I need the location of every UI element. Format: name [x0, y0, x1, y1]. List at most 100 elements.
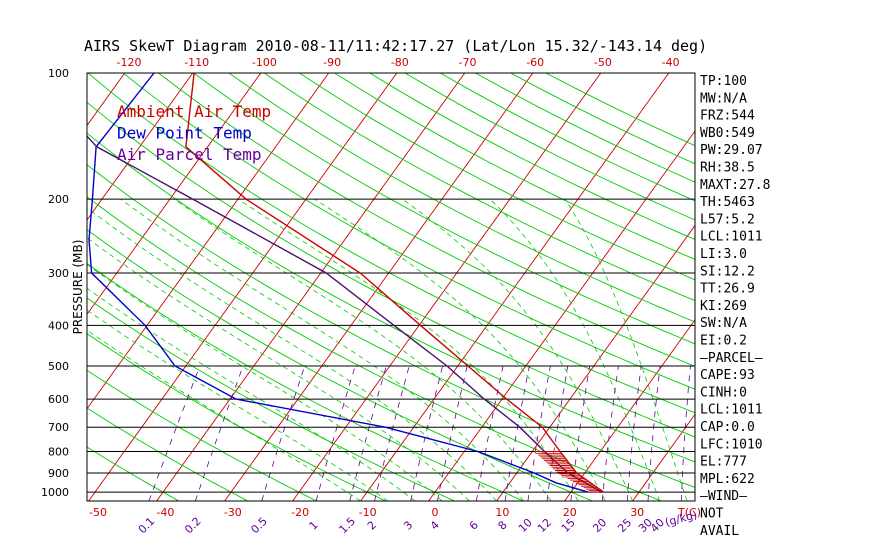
stat-item: —PARCEL— [700, 351, 763, 366]
moist-adiabat-line [402, 198, 633, 501]
moist-adiabat-line [87, 237, 470, 501]
top-temp-tick-label: -60 [526, 56, 544, 69]
dry-adiabat-line [87, 73, 695, 414]
stat-item: EL:777 [700, 455, 747, 470]
isotherm-line [156, 73, 466, 501]
mixing-ratio-line [148, 365, 201, 501]
bottom-temp-tick-label: 20 [563, 506, 577, 519]
bottom-temp-tick-label: -30 [224, 506, 242, 519]
dry-adiabat-line [87, 132, 695, 463]
mixing-ratio-tick-label: 12 [535, 516, 554, 535]
dry-adiabat-line [87, 101, 695, 438]
isotherm-line [0, 73, 57, 501]
top-temp-tick-label: -40 [662, 56, 680, 69]
isotherm-line [632, 413, 695, 501]
mixing-ratio-line [680, 365, 691, 501]
top-temp-tick-label: -50 [594, 56, 612, 69]
moist-adiabat-line [314, 198, 606, 501]
mixing-ratio-tick-label: 2 [365, 518, 379, 532]
dry-adiabat-line [87, 196, 662, 501]
top-temp-tick-label: -120 [117, 56, 142, 69]
mixing-ratio-line [504, 365, 530, 501]
isotherm-line [224, 73, 534, 501]
mixing-ratio-line [476, 365, 504, 501]
mixing-ratio-tick-label: 3 [401, 518, 415, 532]
mixing-ratio-tick-label: 1 [307, 518, 321, 532]
mixing-ratio-tick-label: 0.2 [182, 515, 204, 537]
mixing-ratio-tick-label: 6 [467, 518, 481, 532]
pressure-tick-label: 400 [48, 319, 69, 332]
isotherm-line [88, 73, 398, 501]
isotherm-line [292, 73, 602, 501]
mixing-ratio-tick-label: 8 [496, 518, 510, 532]
mixing-ratio-tick-label: 1.5 [337, 515, 359, 537]
stat-item: FRZ:544 [700, 109, 755, 124]
bottom-temp-tick-label: -40 [156, 506, 174, 519]
pressure-tick-label: 800 [48, 446, 69, 459]
top-temp-tick-label: -70 [459, 56, 477, 69]
bottom-temp-tick-label: 10 [495, 506, 509, 519]
isotherm-line [87, 73, 330, 410]
stat-item: MPL:622 [700, 472, 755, 487]
mixing-ratio-line [261, 365, 306, 501]
legend-entry: Ambient Air Temp [117, 102, 271, 121]
stat-item: LI:3.0 [700, 247, 747, 262]
dry-adiabat-line [87, 262, 524, 501]
mixing-ratio-line [349, 365, 387, 501]
dry-adiabat-line [263, 73, 695, 302]
stat-item: AVAIL [700, 524, 739, 539]
stat-item: LCL:1011 [700, 403, 763, 418]
mixing-ratio-tick-label: 10 [516, 516, 535, 535]
isotherm-line [87, 73, 194, 221]
dry-adiabat-line [439, 73, 695, 202]
profile-lines [87, 73, 605, 493]
moist-adiabat-line [87, 207, 497, 501]
chart-title: AIRS SkewT Diagram 2010-08-11/11:42:17.2… [84, 37, 707, 55]
moist-adiabat-line [489, 198, 661, 501]
pressure-tick-label: 100 [48, 67, 69, 80]
stat-item: L57:5.2 [700, 212, 755, 227]
top-temp-tick-label: -110 [184, 56, 209, 69]
pressure-tick-label: 1000 [41, 486, 69, 499]
moist-adiabat-line [120, 198, 525, 501]
moist-adiabat-line [173, 198, 552, 501]
stat-item: TH:5463 [700, 195, 755, 210]
moist-adiabat-line [87, 263, 443, 501]
dry-adiabat-line [87, 229, 593, 501]
isotherm-line [496, 224, 695, 501]
bottom-temp-tick-label: -50 [89, 506, 107, 519]
bottom-temp-tick-label: -10 [359, 506, 377, 519]
mixing-ratio-tick-label: 20 [590, 516, 609, 535]
mixing-ratio-tick-label: 4 [428, 518, 442, 532]
dry-adiabat-line [87, 446, 180, 501]
top-temp-tick-label: -80 [391, 56, 409, 69]
bottom-temp-tick-label: 30 [630, 506, 644, 519]
mixing-ratio-line [374, 365, 410, 501]
stat-item: LFC:1010 [700, 437, 763, 452]
dry-adiabat-line [299, 73, 695, 281]
mixing-ratio-line [601, 365, 619, 501]
dry-adiabat-line [334, 73, 695, 260]
legend-entry: Air Parcel Temp [117, 145, 262, 164]
pressure-tick-label: 900 [48, 467, 69, 480]
moist-adiabat-line [87, 309, 389, 501]
isotherm-line [769, 73, 870, 501]
stat-item: KI:269 [700, 299, 747, 314]
mixing-ratio-tick-label: 0.5 [248, 515, 270, 537]
mixing-ratio-line [410, 365, 443, 501]
stat-item: RH:38.5 [700, 161, 755, 176]
bottom-temp-tick-label: 0 [432, 506, 439, 519]
dry-adiabat-line [158, 73, 695, 367]
dry-adiabat-line [87, 333, 386, 501]
bottom-temp-tick-label: -20 [291, 506, 309, 519]
moist-adiabat-line [87, 329, 361, 501]
stat-item: LCL:1011 [700, 230, 763, 245]
stat-item: TT:26.9 [700, 282, 755, 297]
pressure-tick-label: 200 [48, 193, 69, 206]
isotherm-line [428, 130, 695, 501]
stat-item: CAP:0.0 [700, 420, 755, 435]
plot-frame [86, 72, 696, 502]
legend: Ambient Air Temp Dew Point Temp Air Parcel… [117, 102, 271, 164]
legend-entry: Dew Point Temp [117, 124, 252, 143]
stats-panel: TP:100 MW:N/A FRZ:544 WB0:549 PW:29.07 RH:38.… [700, 74, 770, 539]
